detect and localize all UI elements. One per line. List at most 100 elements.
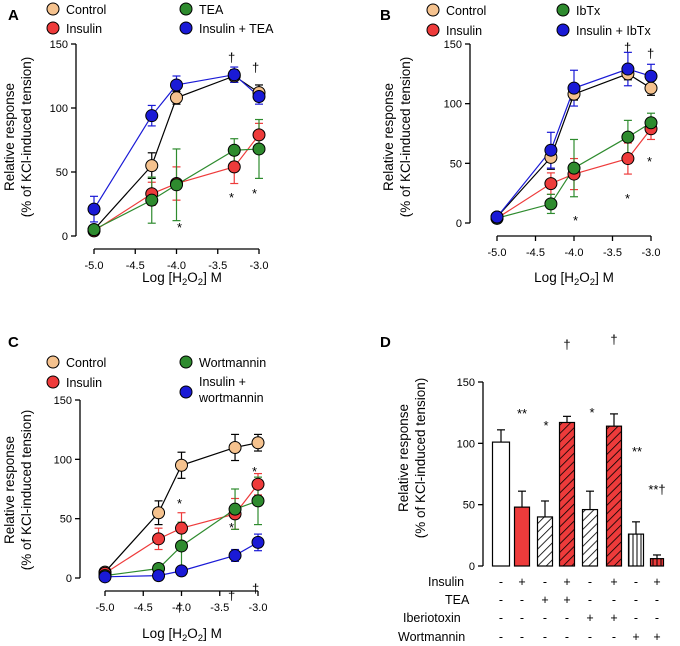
y-axis-label-c-line1: Relative response	[2, 436, 17, 544]
data-point-b-insulin	[621, 152, 635, 166]
data-point-c-insulin	[251, 477, 265, 491]
row-label-wortmannin: Wortmannin	[398, 630, 465, 644]
legend-label-control: Control	[446, 4, 486, 18]
sign-cell: -	[543, 630, 547, 644]
data-point-c-green	[228, 502, 242, 516]
data-point-a-green	[145, 193, 159, 207]
panel-a: A Control Insulin TEA Insulin + TEA Rela…	[2, 2, 274, 288]
data-point-a-green	[227, 143, 241, 157]
data-point-c-control	[228, 440, 242, 454]
sign-cell: +	[610, 575, 617, 589]
legend-c: Control Insulin Wortmannin Insulin + wor…	[46, 355, 266, 405]
panel-letter-d: D	[380, 334, 391, 351]
bar-symbol-3: †	[563, 337, 570, 352]
legend-a: Control Insulin TEA Insulin + TEA	[46, 2, 274, 36]
legend-label-wortmannin: Wortmannin	[199, 356, 266, 370]
bar-4	[558, 421, 576, 567]
bar-3	[536, 516, 554, 567]
bar-2	[513, 506, 531, 567]
star-b-3: *	[647, 154, 652, 169]
sign-cell: +	[653, 575, 660, 589]
panel-letter-b: B	[380, 7, 391, 24]
panel-c: C Control Insulin Wortmannin Insulin + w…	[2, 334, 266, 644]
dagger-b-2: †	[624, 40, 631, 55]
legend-marker-wortmannin	[179, 355, 193, 369]
data-point-c-control	[175, 458, 188, 472]
sign-cell: -	[520, 630, 524, 644]
x-tick-label-a: -4.0	[167, 260, 186, 272]
sign-cell: -	[634, 575, 638, 589]
data-point-c-insulin	[152, 532, 166, 546]
bar-symbol-6: **	[632, 444, 642, 459]
star-c-2: *	[229, 520, 234, 535]
x-tick-label-c: -5.0	[96, 602, 115, 614]
legend-marker-control	[46, 355, 60, 369]
y-tick-label-a: 0	[62, 231, 68, 243]
data-point-c-blue	[152, 569, 166, 583]
data-point-b-control	[644, 81, 658, 95]
y-tick-label-a: 100	[50, 103, 68, 115]
dagger-a-2: †	[228, 50, 235, 65]
x-tick-label-b: -4.5	[526, 247, 545, 259]
y-tick-label-c: 100	[54, 454, 72, 466]
y-axis-label-d-line1: Relative response	[396, 404, 411, 512]
dagger-b-3: †	[647, 46, 654, 61]
data-point-c-blue	[251, 535, 265, 549]
panel-letter-a: A	[8, 7, 19, 24]
row-label-tea: TEA	[445, 593, 470, 607]
legend-b: Control Insulin IbTx Insulin + IbTx	[426, 3, 651, 38]
bar-1	[491, 441, 511, 567]
y-tick-label-b: 100	[444, 99, 462, 111]
data-point-c-insulin	[175, 521, 188, 535]
data-point-a-blue	[87, 202, 101, 216]
y-tick-label-b: 150	[444, 39, 462, 51]
data-point-c-blue	[228, 548, 242, 562]
legend-marker-ibtx	[556, 3, 570, 17]
bar-symbols-d: ** * † * † ** **†	[517, 332, 666, 497]
annotations-c: * * * † † †	[176, 464, 259, 615]
data-point-a-blue	[145, 109, 159, 123]
data-point-a-green	[252, 142, 266, 156]
bar-symbol-7: **†	[648, 482, 665, 497]
legend-marker-insulin-tea	[179, 21, 193, 35]
legend-marker-tea	[179, 2, 193, 16]
data-point-b-blue	[621, 62, 635, 76]
legend-label-control: Control	[66, 356, 106, 370]
sign-cell: -	[499, 630, 503, 644]
legend-label-insulin: Insulin	[66, 22, 102, 36]
star-b-1: *	[573, 213, 578, 228]
data-point-b-blue	[644, 69, 658, 83]
sign-cell: +	[653, 630, 660, 644]
x-tick-label-c: -4.5	[134, 602, 153, 614]
y-tick-label-d: 50	[463, 500, 475, 512]
y-tick-label-c: 0	[66, 573, 72, 585]
y-axis-label-d-line2: (% of KCl-induced tension)	[413, 378, 428, 539]
data-point-b-blue	[490, 210, 504, 224]
data-point-a-insulin	[252, 128, 266, 142]
sign-cell: -	[655, 593, 659, 607]
x-tick-label-c: -3.0	[249, 602, 268, 614]
y-tick-label-c: 150	[54, 395, 72, 407]
x-tick-label-a: -5.0	[85, 260, 104, 272]
x-tick-label-a: -3.0	[250, 260, 269, 272]
data-point-c-blue	[98, 570, 112, 584]
legend-label-insulin-wortmannin-1: Insulin +	[199, 375, 246, 389]
legend-label-insulin: Insulin	[446, 24, 482, 38]
sign-cell: +	[541, 593, 548, 607]
y-tick-label-a: 50	[56, 167, 68, 179]
data-point-b-green	[544, 197, 558, 211]
dagger-c-2: †	[228, 588, 235, 603]
data-point-a-insulin	[227, 160, 241, 174]
dagger-c-1: †	[176, 600, 183, 615]
y-tick-label-a: 150	[50, 39, 68, 51]
sign-grid: - + - + - + - + - - + + - - - - - - - - + + - - - - - - - - + +	[499, 575, 661, 644]
sign-cell: -	[543, 611, 547, 625]
panel-b: B Control Insulin IbTx Insulin + IbTx Re…	[380, 3, 654, 288]
data-point-a-control	[170, 91, 183, 105]
data-point-a-blue	[252, 89, 266, 103]
legend-label-tea: TEA	[199, 3, 224, 17]
row-label-iberiotoxin: Iberiotoxin	[403, 611, 461, 625]
data-point-c-blue	[175, 564, 188, 578]
plot-b: 0 50 100 150 -5.0 -4.5 -4.0 -3.5 -3.0	[444, 39, 661, 259]
